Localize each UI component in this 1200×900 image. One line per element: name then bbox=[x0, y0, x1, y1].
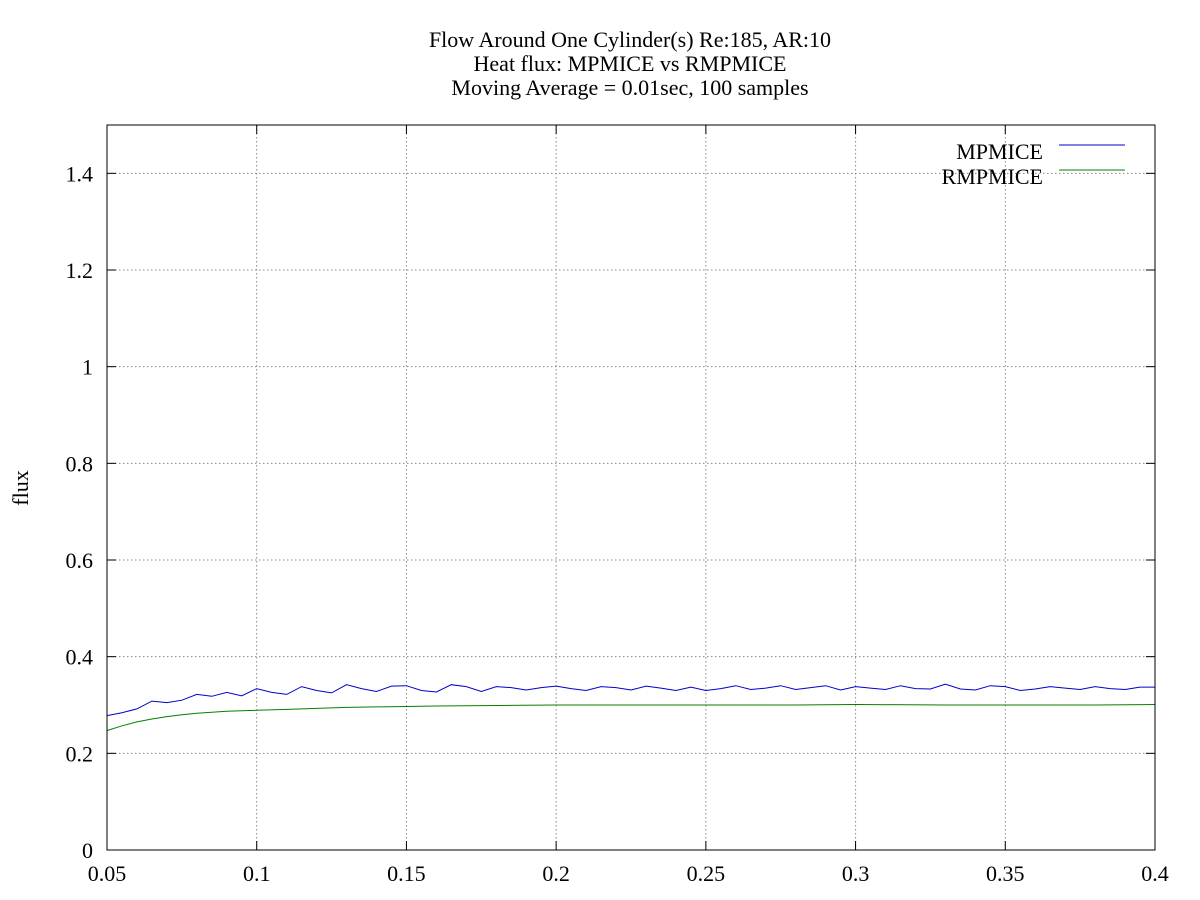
y-tick-label: 0 bbox=[82, 838, 93, 863]
plot-frame bbox=[106, 124, 1156, 851]
x-tick-label: 0.05 bbox=[88, 861, 127, 886]
grid-lines bbox=[107, 125, 1155, 850]
y-tick-label: 1.2 bbox=[66, 258, 94, 283]
axis-ticks bbox=[106, 125, 1156, 851]
legend-label-rmpmice: RMPMICE bbox=[942, 164, 1043, 189]
x-tick-label: 0.15 bbox=[387, 861, 426, 886]
series-lines bbox=[106, 683, 1156, 732]
y-tick-label: 1.4 bbox=[66, 161, 94, 186]
chart-title: Flow Around One Cylinder(s) Re:185, AR:1… bbox=[429, 27, 831, 100]
y-tick-label: 0.2 bbox=[66, 741, 94, 766]
series-line-rmpmice bbox=[106, 703, 1156, 732]
title-line-1: Flow Around One Cylinder(s) Re:185, AR:1… bbox=[429, 27, 831, 52]
x-tick-label: 0.2 bbox=[542, 861, 570, 886]
y-tick-label: 0.8 bbox=[66, 451, 94, 476]
x-tick-label: 0.25 bbox=[687, 861, 726, 886]
legend-label-mpmice: MPMICE bbox=[956, 139, 1043, 164]
title-line-2: Heat flux: MPMICE vs RMPMICE bbox=[474, 51, 787, 76]
y-tick-labels: 0 0.2 0.4 0.6 0.8 1 1.2 1.4 bbox=[66, 161, 94, 863]
y-tick-label: 1 bbox=[82, 355, 93, 380]
x-tick-label: 0.35 bbox=[986, 861, 1025, 886]
x-tick-labels: 0.05 0.1 0.15 0.2 0.25 0.3 0.35 0.4 bbox=[88, 861, 1169, 886]
y-tick-label: 0.4 bbox=[66, 645, 94, 670]
x-tick-label: 0.4 bbox=[1141, 861, 1169, 886]
series-line-mpmice bbox=[106, 683, 1155, 717]
y-tick-label: 0.6 bbox=[66, 548, 94, 573]
x-tick-label: 0.3 bbox=[842, 861, 870, 886]
title-line-3: Moving Average = 0.01sec, 100 samples bbox=[451, 75, 808, 100]
y-axis-label: flux bbox=[8, 470, 33, 505]
x-tick-label: 0.1 bbox=[243, 861, 271, 886]
